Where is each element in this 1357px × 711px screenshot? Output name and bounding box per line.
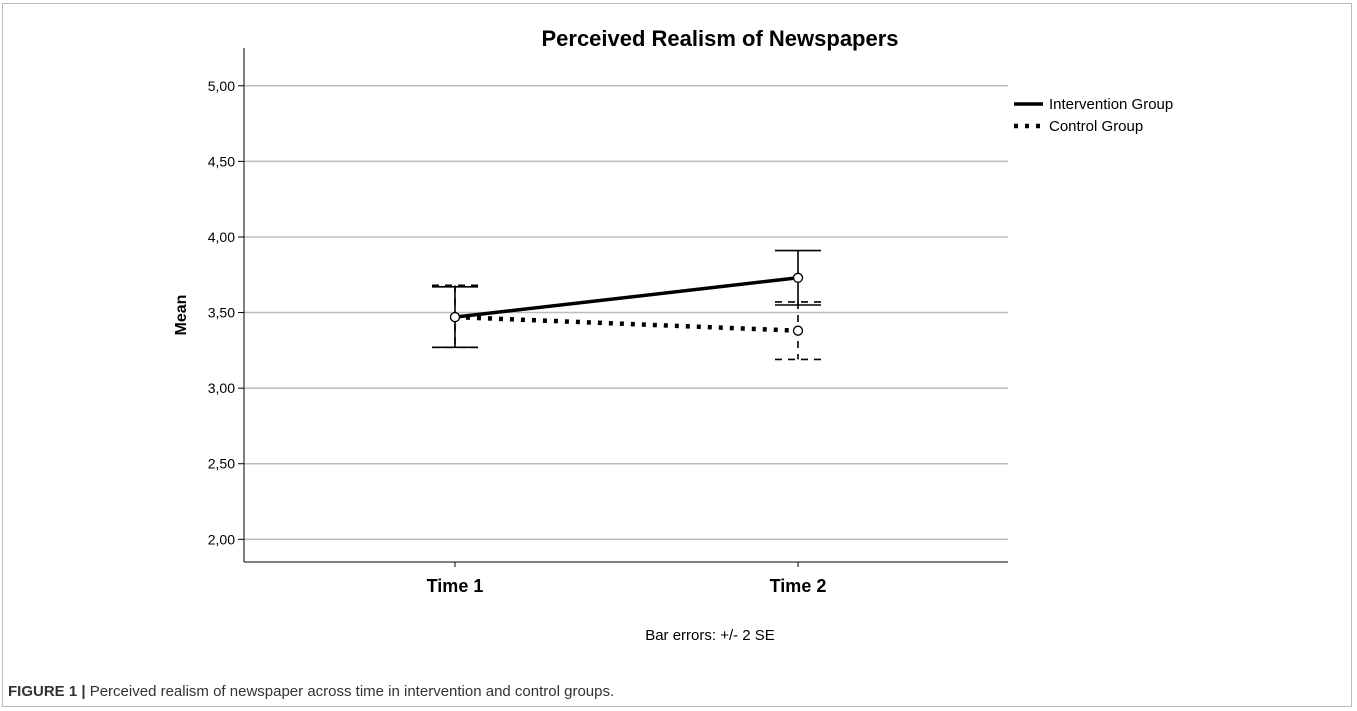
x-tick-label: Time 2 (770, 576, 827, 596)
caption-text: Perceived realism of newspaper across ti… (85, 683, 615, 700)
series (432, 249, 821, 361)
series-line (454, 314, 799, 333)
figure-caption: FIGURE 1 | Perceived realism of newspape… (8, 683, 614, 700)
y-tick-label: 4,50 (208, 153, 235, 169)
series-control (432, 284, 821, 361)
data-point (792, 325, 804, 336)
y-tick-label: 4,00 (208, 229, 235, 245)
legend-label: Control Group (1049, 118, 1143, 135)
caption-label: FIGURE 1 | (8, 683, 86, 700)
figure-frame (2, 3, 1352, 707)
series-intervention (432, 249, 821, 349)
y-tick-label: 5,00 (208, 78, 235, 94)
series-line (454, 276, 799, 319)
data-point (792, 272, 804, 283)
y-tick-label: 2,00 (208, 531, 235, 547)
chart-title: Perceived Realism of Newspapers (541, 26, 898, 51)
y-axis-label: Mean (173, 295, 190, 336)
axes: 2,00 2,50 3,00 3,50 4,00 4,50 5,00 Time 1 Time 2 (208, 48, 1008, 596)
gridlines (244, 85, 1008, 541)
y-tick-label: 3,50 (208, 305, 235, 321)
y-tick-label: 3,00 (208, 380, 235, 396)
data-point (449, 311, 461, 323)
x-tick-label: Time 1 (427, 576, 484, 596)
y-tick-label: 2,50 (208, 456, 235, 472)
legend: Intervention Group Control Group (1014, 96, 1173, 135)
legend-label: Intervention Group (1049, 96, 1173, 113)
error-bar-footnote: Bar errors: +/- 2 SE (645, 627, 775, 644)
